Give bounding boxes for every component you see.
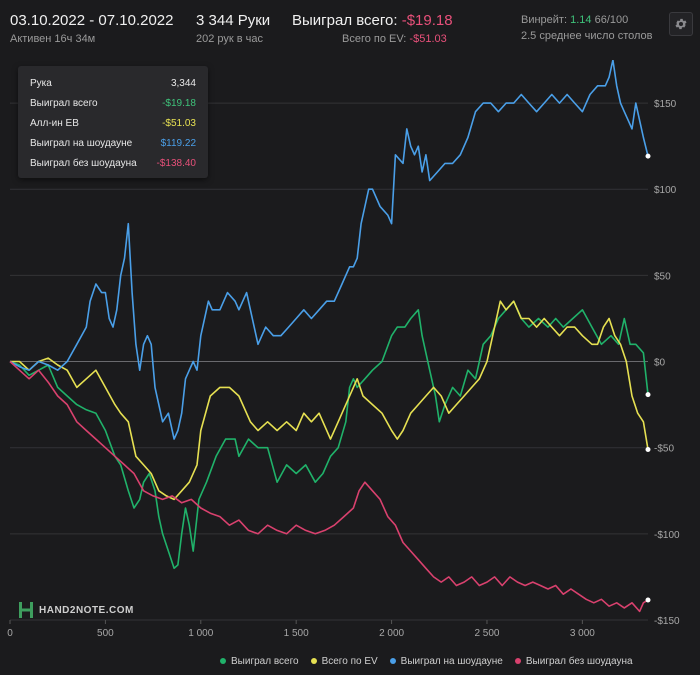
hands-count: 3 344 Руки [196,12,271,29]
series-endpoint [645,153,651,159]
tooltip-row-value: -$19.18 [162,98,196,109]
tooltip-row-value: 3,344 [170,78,196,89]
chart-series [9,60,649,613]
y-axis: $150 $100 $50 $0 -$50 -$100 -$150 [654,99,680,627]
y-tick-label: $0 [654,358,666,369]
winrate-block: Винрейт: 1.14 66/100 2.5 среднее число с… [521,14,653,42]
chart-grid [10,102,648,621]
tooltip-row-label: Выиграл всего [30,98,98,109]
tooltip-row-value: -$51.03 [162,118,196,129]
tooltip-row-label: Выиграл без шоудауна [30,158,137,169]
y-tick-label: -$50 [654,444,674,455]
ev-label: Всего по EV: [342,33,407,45]
avg-tables: 2.5 среднее число столов [521,30,653,42]
legend-label: Выиграл всего [231,655,299,667]
tooltip-row: Выиграл всего -$19.18 [30,98,196,112]
winrate: Винрейт: 1.14 66/100 [521,14,653,26]
tooltip-row-value: $119.22 [160,138,196,149]
hand2note-logo-icon [19,602,33,618]
logo-text: HAND2NOTE.COM [39,604,134,616]
won-label: Выиграл всего: [292,12,398,29]
date-range-block: 03.10.2022 - 07.10.2022 Активен 16ч 34м [10,12,173,45]
x-tick-label: 500 [97,628,114,639]
header-bar: 03.10.2022 - 07.10.2022 Активен 16ч 34м … [0,0,700,60]
legend-dot [389,658,396,664]
winnings-block: Выиграл всего: -$19.18 Всего по EV: -$51… [292,12,453,45]
legend-label: Выиграл без шоудауна [525,655,633,667]
legend-item[interactable]: Всего по EV [310,654,378,668]
y-tick-label: $150 [654,99,677,110]
tooltip-row: Выиграл без шоудауна -$138.40 [30,158,196,172]
ev-total: Всего по EV: -$51.03 [342,33,453,45]
won-total: Выиграл всего: -$19.18 [292,12,453,29]
tooltip-row: Рука 3,344 [30,78,196,92]
tooltip-row-label: Выиграл на шоудауне [30,138,133,149]
legend-item[interactable]: Выиграл без шоудауна [514,654,633,668]
y-tick-label: $50 [654,271,671,282]
x-tick-label: 2 500 [474,628,499,639]
settings-button[interactable] [669,12,693,36]
tooltip-row-label: Алл-ин ЕВ [30,118,79,129]
hands-block: 3 344 Руки 202 рук в час [196,12,270,45]
tooltip-row-value: -$138.40 [156,158,196,169]
winrate-hands: 66/100 [594,14,629,26]
tooltip-row: Выиграл на шоудауне $119.22 [30,138,196,152]
legend-item[interactable]: Выиграл всего [220,654,299,668]
series-line [10,300,649,501]
winrate-value: 1.14 [570,14,592,26]
legend-label: Всего по EV [321,655,378,667]
x-tick-label: 0 [7,628,13,639]
chart-legend: Выиграл всего Всего по EV Выиграл на шоуда… [220,654,633,668]
y-tick-label: $100 [654,185,677,196]
series-endpoint [645,597,651,603]
won-value: -$19.18 [401,12,453,29]
x-tick-label: 3 000 [570,628,595,639]
brand-logo: HAND2NOTE.COM [18,600,134,620]
date-range[interactable]: 03.10.2022 - 07.10.2022 [10,12,174,29]
gear-icon [675,18,687,30]
legend-dot [514,658,521,664]
y-tick-label: -$100 [654,530,680,541]
x-tick-label: 1 500 [284,628,309,639]
tooltip-row: Алл-ин ЕВ -$51.03 [30,118,196,132]
legend-dot [310,658,317,664]
hover-tooltip: Рука 3,344 Выиграл всего -$19.18 Алл-ин ЕВ -$… [18,66,208,178]
series-endpoint [645,446,651,452]
x-tick-label: 2 000 [379,628,404,639]
x-axis: 0 500 1 000 1 500 2 000 2 500 3 000 [7,620,595,639]
series-line [9,360,649,613]
series-endpoint [645,392,651,398]
chart-endpoints [645,153,651,603]
y-tick-label: -$150 [654,616,680,627]
legend-item[interactable]: Выиграл на шоудауне [389,654,503,668]
x-tick-label: 1 000 [188,628,213,639]
hands-per-hour: 202 рук в час [196,33,264,45]
active-time: Активен 16ч 34м [10,33,96,45]
series-line [9,60,649,440]
winrate-label: Винрейт: [521,14,568,26]
legend-dot [220,658,226,664]
ev-value: -$51.03 [409,33,447,45]
tooltip-row-label: Рука [30,78,52,89]
cumulative-winnings-chart[interactable]: $150 $100 $50 $0 -$50 -$100 -$150 0 500 1 000 1 5… [0,60,700,650]
legend-label: Выиграл на шоудауне [400,655,503,667]
